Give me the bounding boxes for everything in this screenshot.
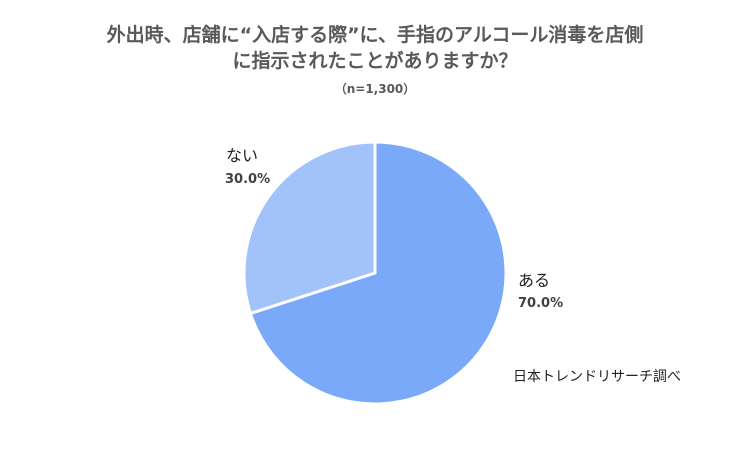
slice-label-nai: ない 30.0%	[225, 146, 270, 187]
sample-size-note: （n=1,300）	[334, 82, 416, 96]
slice-label-aru: ある 70.0%	[518, 271, 563, 311]
chart-title-line-2: に指示されたことがありますか？	[232, 50, 518, 72]
slice-label-aru-name: ある	[518, 271, 550, 290]
chart-title: 外出時、店舗に“入店する際”に、手指のアルコール消毒を店側 に指示されたことがあ…	[0, 22, 750, 74]
slice-label-nai-value: 30.0%	[225, 172, 270, 187]
pie-slices	[242, 140, 508, 406]
pie-slice-0	[248, 140, 508, 406]
slice-label-nai-name: ない	[226, 146, 258, 165]
chart-title-line-1: 外出時、店舗に“入店する際”に、手指のアルコール消毒を店側	[106, 24, 644, 46]
source-credit: 日本トレンドリサーチ調べ	[513, 369, 681, 385]
pie-slice-1	[242, 140, 377, 315]
slice-label-aru-value: 70.0%	[518, 296, 563, 311]
